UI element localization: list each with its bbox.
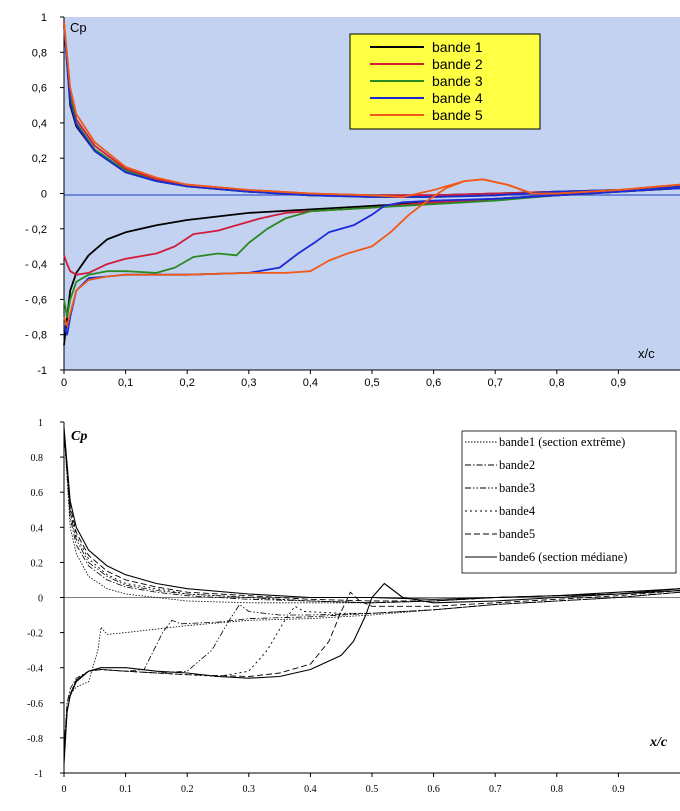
series-4-lower-line <box>63 591 680 747</box>
y-tick-label: -1 <box>37 365 47 377</box>
x-tick-label: 0,6 <box>426 377 441 389</box>
y-tick-label: - 0,6 <box>25 294 47 306</box>
y-tick-label: -1 <box>35 769 43 780</box>
y-tick-label: -0.2 <box>27 629 43 640</box>
x-tick-label: 0.2 <box>181 784 194 795</box>
x-axis-label-top: x/c <box>638 346 655 361</box>
legend-label: bande5 <box>499 527 535 541</box>
chart-bottom: 1 0.8 0.6 0.4 0.2 0 -0.2 -0.4 -0.6 -0.8 -1 0 0.1 0.2… <box>27 418 680 795</box>
x-tick-label: 0 <box>62 784 67 795</box>
legend-box-bottom <box>461 430 677 574</box>
x-tick-label: 0.9 <box>612 784 625 795</box>
legend-label: bande 1 <box>432 39 483 55</box>
series-3-lower-line <box>63 591 680 756</box>
y-axis-label-top: Cp <box>70 20 87 35</box>
series-6-upper-line <box>63 427 680 600</box>
x-tick-label: 0,8 <box>549 377 564 389</box>
series-1-lower-line <box>63 591 680 756</box>
x-tick-label: 0.3 <box>243 784 256 795</box>
y-tick-label: - 0,2 <box>25 224 47 236</box>
x-tick-label: 0,4 <box>303 377 318 389</box>
x-tick-label: 0.8 <box>551 784 564 795</box>
y-tick-label: -0.4 <box>27 664 43 675</box>
x-tick-label: 0.7 <box>489 784 502 795</box>
y-tick-label: 0,2 <box>32 153 47 165</box>
y-tick-label: 0,4 <box>32 118 47 130</box>
y-tick-label: 1 <box>41 12 47 24</box>
series-5-lower-line <box>63 590 680 756</box>
legend-label: bande2 <box>499 458 535 472</box>
legend-label: bande6 (section médiane) <box>499 550 627 564</box>
series-2-lower-line <box>63 591 680 747</box>
y-tick-label: 0,8 <box>32 47 47 59</box>
chart-top: 1 0,8 0,6 0,4 0,2 0 - 0,2 - 0,4 - 0,6 - 0,8 -1 0 0,… <box>25 12 680 389</box>
series-5-lower-line <box>63 178 680 327</box>
legend-label: bande1 (section extrême) <box>499 435 625 449</box>
x-tick-label: 0,2 <box>180 377 195 389</box>
y-tick-label: 0 <box>41 189 47 201</box>
legend-label: bande 5 <box>432 107 483 123</box>
y-tick-label: 0.6 <box>31 488 44 499</box>
y-tick-label: 0.8 <box>31 453 44 464</box>
x-tick-label: 0.6 <box>427 784 440 795</box>
x-tick-label: 0,9 <box>611 377 626 389</box>
y-tick-label: -0.6 <box>27 699 43 710</box>
x-tick-label: 0.5 <box>366 784 379 795</box>
x-tick-label: 0,7 <box>488 377 503 389</box>
x-tick-label: 0.1 <box>119 784 132 795</box>
legend-label: bande 3 <box>432 73 483 89</box>
x-tick-label: 0,5 <box>364 377 379 389</box>
legend-label: bande 2 <box>432 56 483 72</box>
x-tick-label: 0,1 <box>118 377 133 389</box>
y-axis-label-bottom: Cp <box>71 429 87 444</box>
legend-label: bande4 <box>499 504 536 518</box>
y-tick-label: - 0,4 <box>25 259 47 271</box>
y-tick-label: -0.8 <box>27 734 43 745</box>
y-tick-label: 0.2 <box>31 558 44 569</box>
y-tick-label: 0,6 <box>32 83 47 95</box>
series-3-lower-line <box>63 187 680 319</box>
y-tick-label: - 0,8 <box>25 330 47 342</box>
x-tick-label: 0,3 <box>241 377 256 389</box>
series-4-upper-line <box>63 430 680 604</box>
series-6-lower-line <box>63 582 680 765</box>
x-tick-label: 0 <box>61 377 67 389</box>
x-tick-label: 0.4 <box>304 784 317 795</box>
y-tick-label: 0.4 <box>31 523 44 534</box>
y-tick-label: 0 <box>38 594 43 605</box>
legend-label: bande 4 <box>432 90 483 106</box>
y-tick-label: 1 <box>38 418 43 429</box>
legend-bottom: bande1 (section extrême) bande2 bande3 band… <box>461 430 677 574</box>
x-axis-label-bottom: x/c <box>649 735 668 750</box>
legend-label: bande3 <box>499 481 535 495</box>
